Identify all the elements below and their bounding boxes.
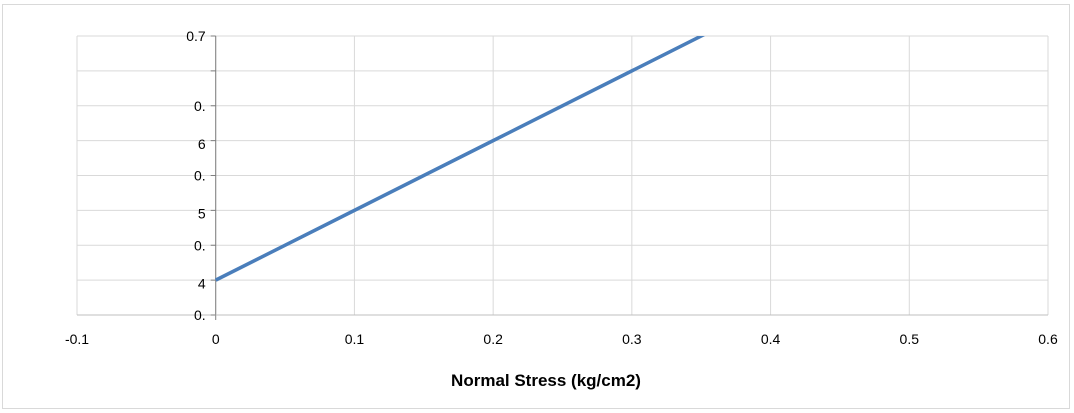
series-layer xyxy=(214,36,706,282)
x-tick-label: 0.5 xyxy=(900,331,920,347)
x-tick-label: 0.6 xyxy=(1038,331,1058,347)
axes xyxy=(77,35,1048,320)
x-axis-label: Normal Stress (kg/cm2) xyxy=(451,371,641,390)
y-tick-label: 0. xyxy=(194,168,206,184)
y-tick-label: 0. xyxy=(194,307,206,323)
series-line-0 xyxy=(214,36,706,282)
line-chart: -0.1 0 0.1 0.2 0.3 0.4 0.5 0.6 0.70.60.50.40. N… xyxy=(65,28,1058,390)
chart-area: -0.1 0 0.1 0.2 0.3 0.4 0.5 0.6 0.7 0. 6 0. 5 0. 4 0. N… xyxy=(2,4,1070,409)
y-tick-label: 0.7 xyxy=(186,28,206,44)
gridlines xyxy=(76,35,1049,316)
x-tick-label: 0.2 xyxy=(483,331,503,347)
y-tick-labels: 0.7 0. 6 0. 5 0. 4 0. xyxy=(186,28,206,323)
x-tick-label: -0.1 xyxy=(65,331,89,347)
x-tick-label: 0.3 xyxy=(622,331,642,347)
x-tick-labels: -0.1 0 0.1 0.2 0.3 0.4 0.5 0.6 xyxy=(65,331,1058,347)
y-tick-label: 4 xyxy=(198,275,206,291)
y-tick-label: 5 xyxy=(198,206,206,222)
y-tick-label: 6 xyxy=(198,136,206,152)
y-tick-label: 0. xyxy=(194,237,206,253)
y-tick-label: 0. xyxy=(194,98,206,114)
x-tick-label: 0.4 xyxy=(761,331,781,347)
x-tick-label: 0 xyxy=(212,331,220,347)
x-tick-label: 0.1 xyxy=(345,331,365,347)
